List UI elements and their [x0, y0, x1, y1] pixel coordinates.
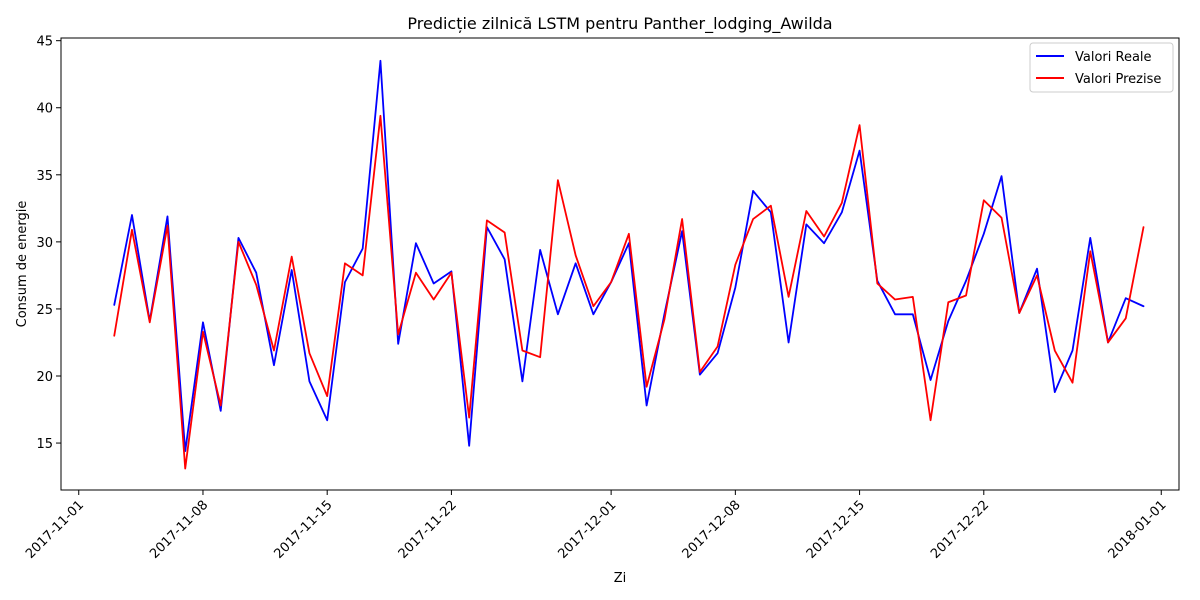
y-tick-label: 20	[36, 370, 53, 385]
x-axis-label: Zi	[614, 571, 627, 586]
y-tick-label: 15	[36, 437, 53, 452]
legend-label-valori-prezise: Valori Prezise	[1075, 72, 1161, 87]
y-tick-label: 35	[36, 169, 53, 184]
y-axis-ticks: 15 20 25 30 35 40 45	[36, 35, 61, 452]
legend-label-valori-reale: Valori Reale	[1075, 50, 1152, 65]
y-tick-label: 25	[36, 303, 53, 318]
series-line-valori-prezise	[113, 114, 1145, 470]
y-tick-label: 40	[36, 102, 53, 117]
y-tick-label: 30	[36, 236, 53, 251]
legend: Valori Reale Valori Prezise	[1029, 42, 1174, 93]
y-tick-label: 45	[36, 35, 53, 50]
series-layer	[113, 59, 1145, 470]
legend-box	[1029, 42, 1174, 93]
chart-title: Predicție zilnică LSTM pentru Panther_lo…	[407, 14, 832, 34]
y-axis-label: Consum de energie	[15, 201, 30, 328]
plot-frame	[60, 37, 1180, 491]
